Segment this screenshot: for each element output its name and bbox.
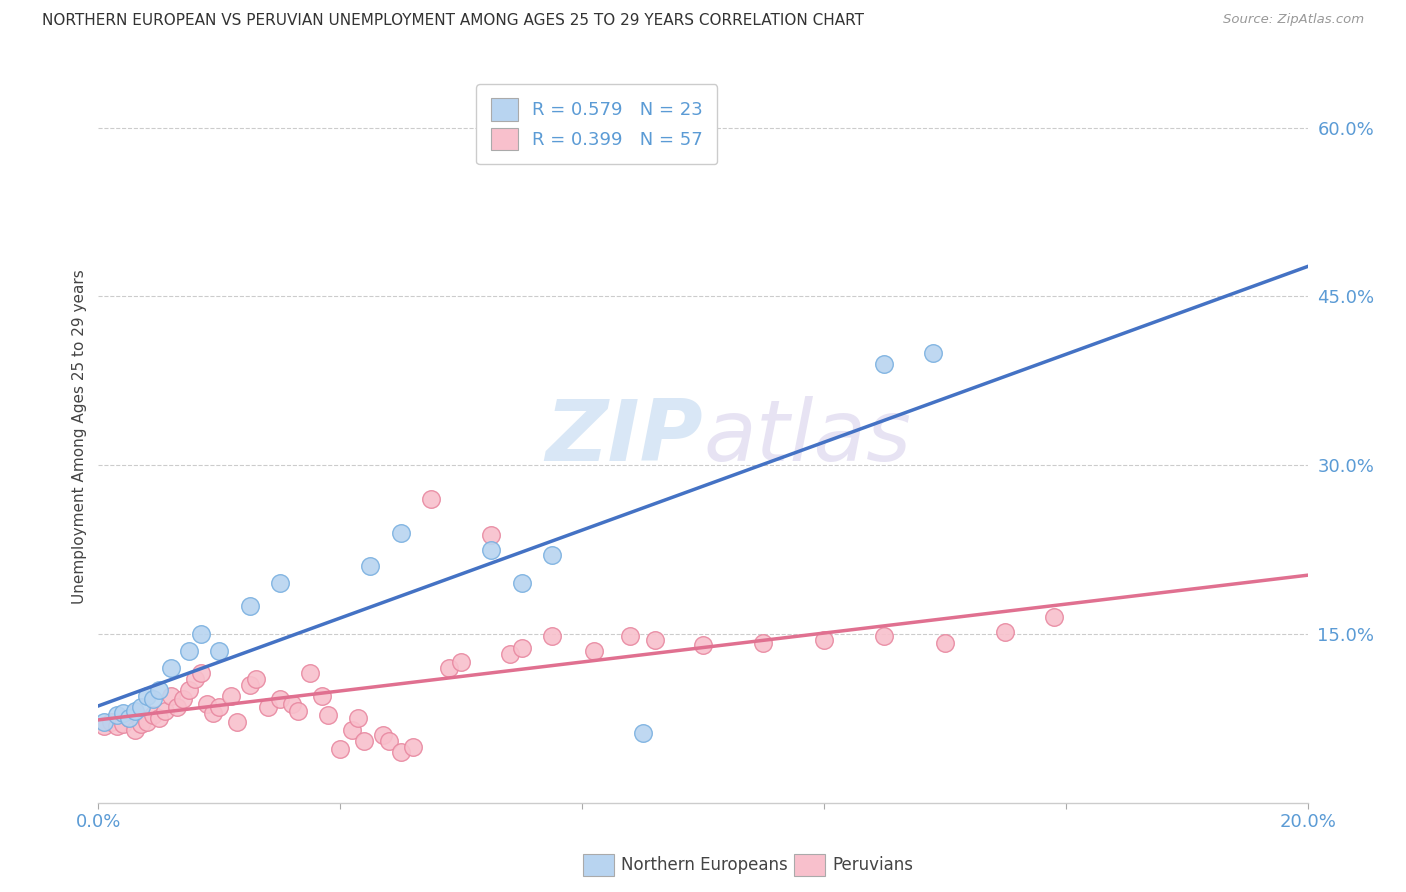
- Point: [148, 683, 170, 698]
- Point: [105, 708, 128, 723]
- Point: [1042, 610, 1064, 624]
- Point: [221, 689, 243, 703]
- Point: [813, 632, 835, 647]
- Text: ZIP: ZIP: [546, 395, 703, 479]
- Point: [873, 357, 896, 371]
- Point: [202, 706, 225, 720]
- Point: [135, 689, 157, 703]
- Point: [135, 714, 157, 729]
- Point: [172, 692, 194, 706]
- Point: [347, 711, 370, 725]
- Point: [160, 689, 183, 703]
- Point: [269, 692, 291, 706]
- Point: [498, 647, 520, 661]
- Text: Northern Europeans: Northern Europeans: [621, 856, 789, 874]
- Text: Source: ZipAtlas.com: Source: ZipAtlas.com: [1223, 13, 1364, 27]
- Point: [239, 678, 262, 692]
- Legend: R = 0.579   N = 23, R = 0.399   N = 57: R = 0.579 N = 23, R = 0.399 N = 57: [477, 84, 717, 164]
- Point: [329, 741, 352, 756]
- Point: [160, 661, 183, 675]
- Point: [619, 629, 641, 643]
- Point: [360, 559, 382, 574]
- Point: [299, 666, 322, 681]
- Text: atlas: atlas: [703, 395, 911, 479]
- Point: [142, 708, 165, 723]
- Point: [166, 700, 188, 714]
- Point: [873, 629, 896, 643]
- Point: [287, 704, 309, 718]
- Point: [226, 714, 249, 729]
- Point: [389, 525, 412, 540]
- Point: [179, 644, 201, 658]
- Point: [371, 728, 394, 742]
- Point: [692, 638, 714, 652]
- Point: [377, 734, 399, 748]
- Point: [118, 711, 141, 725]
- Point: [179, 683, 201, 698]
- Point: [190, 627, 212, 641]
- Point: [129, 700, 152, 714]
- Point: [402, 739, 425, 754]
- Point: [124, 706, 146, 720]
- Point: [184, 672, 207, 686]
- Point: [93, 714, 115, 729]
- Point: [540, 629, 562, 643]
- Point: [142, 692, 165, 706]
- Point: [118, 711, 141, 725]
- Point: [195, 697, 218, 711]
- Point: [353, 734, 375, 748]
- Point: [934, 636, 956, 650]
- Point: [510, 640, 533, 655]
- Point: [311, 689, 333, 703]
- Point: [481, 542, 503, 557]
- Point: [148, 711, 170, 725]
- Point: [190, 666, 212, 681]
- Point: [540, 548, 562, 562]
- Point: [208, 644, 231, 658]
- Point: [269, 576, 291, 591]
- Point: [921, 345, 943, 359]
- Point: [208, 700, 231, 714]
- Point: [124, 704, 146, 718]
- Point: [239, 599, 262, 613]
- Point: [389, 745, 412, 759]
- Point: [752, 636, 775, 650]
- Point: [481, 528, 503, 542]
- Point: [281, 697, 304, 711]
- Point: [105, 719, 128, 733]
- Point: [111, 706, 134, 720]
- Point: [510, 576, 533, 591]
- Point: [245, 672, 267, 686]
- Y-axis label: Unemployment Among Ages 25 to 29 years: Unemployment Among Ages 25 to 29 years: [72, 269, 87, 605]
- Point: [100, 714, 122, 729]
- Text: Peruvians: Peruvians: [832, 856, 914, 874]
- Point: [583, 644, 606, 658]
- Point: [631, 726, 654, 740]
- Point: [644, 632, 666, 647]
- Text: NORTHERN EUROPEAN VS PERUVIAN UNEMPLOYMENT AMONG AGES 25 TO 29 YEARS CORRELATION: NORTHERN EUROPEAN VS PERUVIAN UNEMPLOYME…: [42, 13, 865, 29]
- Point: [420, 491, 443, 506]
- Point: [437, 661, 460, 675]
- Point: [994, 624, 1017, 639]
- Point: [124, 723, 146, 737]
- Point: [450, 655, 472, 669]
- Point: [153, 704, 176, 718]
- Point: [342, 723, 364, 737]
- Point: [129, 717, 152, 731]
- Point: [93, 719, 115, 733]
- Point: [316, 708, 339, 723]
- Point: [256, 700, 278, 714]
- Point: [111, 717, 134, 731]
